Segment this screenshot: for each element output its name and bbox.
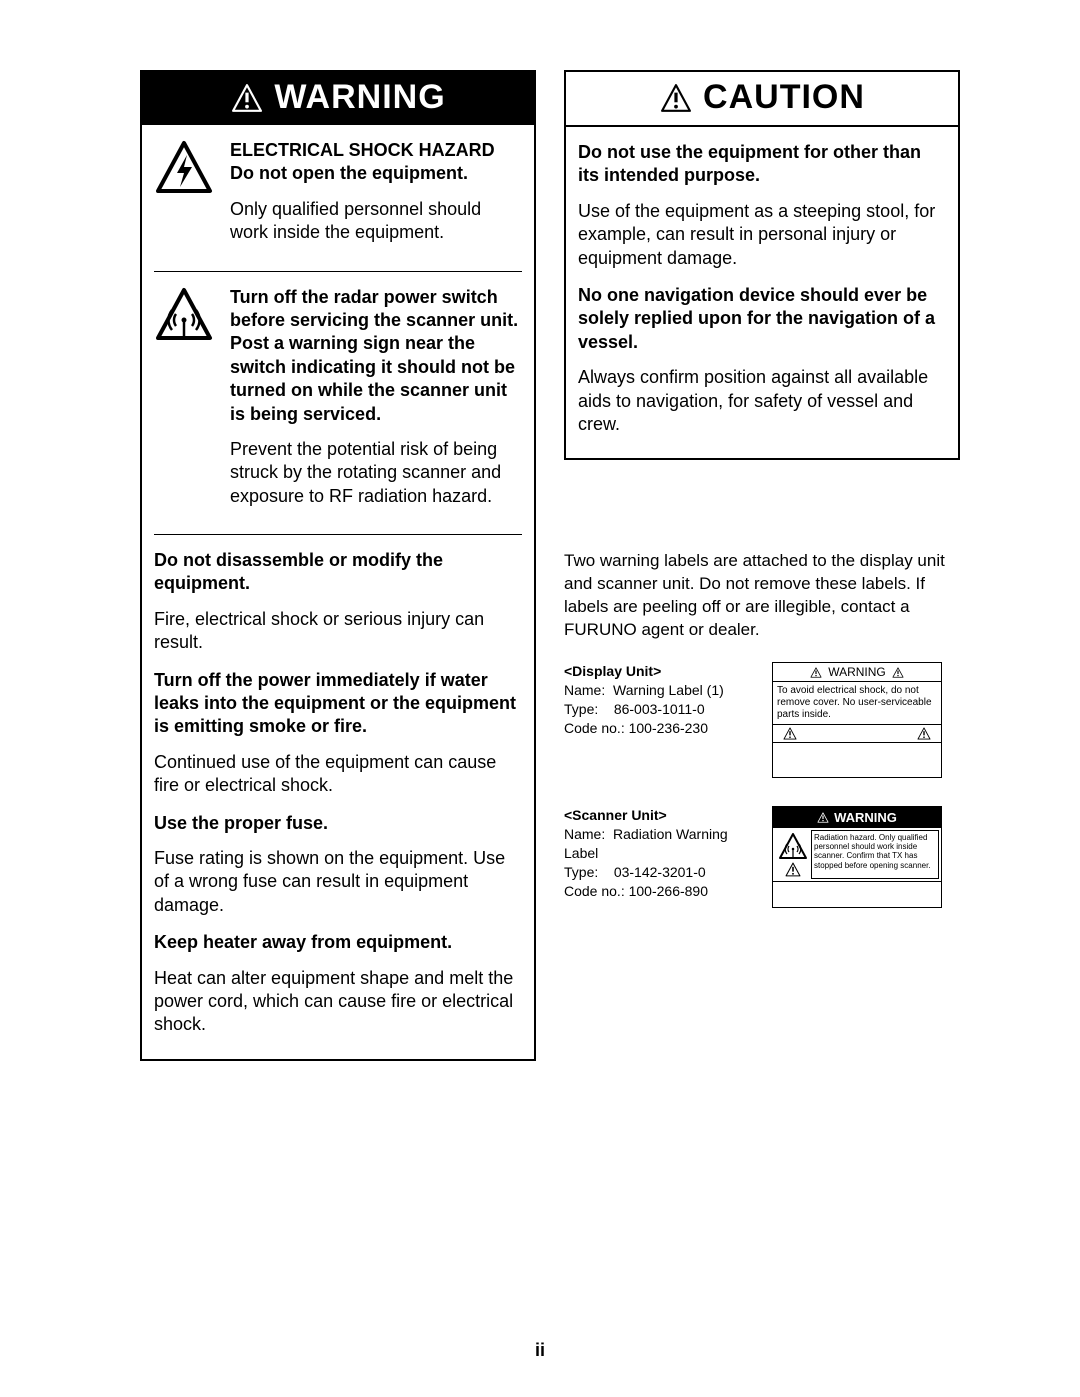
display-code-label: Code no.:: [564, 720, 625, 736]
divider: [154, 534, 522, 535]
scanner-mini-top-text: WARNING: [834, 810, 897, 825]
mini-triangle-icon: [817, 812, 829, 823]
scanner-mini-top: WARNING: [773, 807, 941, 828]
purpose-body: Use of the equipment as a steeping stool…: [578, 200, 946, 270]
mini-triangle-icon: [917, 727, 931, 740]
mini-label-top-text: WARNING: [828, 665, 886, 679]
scanner-mini-blank: [773, 881, 941, 907]
scanner-name-label: Name:: [564, 826, 605, 842]
fuse-bold: Use the proper fuse.: [154, 812, 522, 835]
heater-section: Keep heater away from equipment. Heat ca…: [154, 931, 522, 1037]
shock-heading: ELECTRICAL SHOCK HAZARD: [230, 139, 522, 162]
fuse-section: Use the proper fuse. Fuse rating is show…: [154, 812, 522, 918]
nav-bold: No one navigation device should ever be …: [578, 284, 946, 354]
display-name-label: Name:: [564, 682, 605, 698]
mini-triangle-icon: [810, 667, 822, 678]
warning-banner: WARNING: [142, 72, 534, 125]
right-column: CAUTION Do not use the equipment for oth…: [564, 70, 960, 1061]
caution-banner-text: CAUTION: [703, 78, 865, 117]
purpose-section: Do not use the equipment for other than …: [578, 141, 946, 270]
scanner-code-label: Code no.:: [564, 883, 625, 899]
fuse-body: Fuse rating is shown on the equipment. U…: [154, 847, 522, 917]
scanner-type: 03-142-3201-0: [614, 864, 706, 880]
heater-body: Heat can alter equipment shape and melt …: [154, 967, 522, 1037]
warning-content: ELECTRICAL SHOCK HAZARD Do not open the …: [142, 125, 534, 1059]
caution-triangle-icon: [659, 83, 693, 113]
disassemble-bold: Do not disassemble or modify the equipme…: [154, 549, 522, 596]
scanner-code-row: Code no.: 100-266-890: [564, 882, 754, 901]
display-mini-label: WARNING To avoid electrical shock, do no…: [772, 662, 942, 778]
display-code-row: Code no.: 100-236-230: [564, 719, 754, 738]
display-name-row: Name: Warning Label (1): [564, 681, 754, 700]
display-type: 86-003-1011-0: [614, 701, 705, 717]
display-type-label: Type:: [564, 701, 598, 717]
nav-section: No one navigation device should ever be …: [578, 284, 946, 436]
disassemble-body: Fire, electrical shock or serious injury…: [154, 608, 522, 655]
display-code: 100-236-230: [629, 720, 708, 736]
disassemble-section: Do not disassemble or modify the equipme…: [154, 549, 522, 655]
mini-triangle-icon: [783, 727, 797, 740]
display-header: <Display Unit>: [564, 662, 754, 681]
scanner-type-row: Type: 03-142-3201-0: [564, 863, 754, 882]
shock-body: Only qualified personnel should work ins…: [230, 198, 522, 245]
shock-sub: Do not open the equipment.: [230, 162, 522, 185]
mini-label-mid: To avoid electrical shock, do not remove…: [773, 682, 941, 725]
display-label-block: <Display Unit> Name: Warning Label (1) T…: [564, 662, 960, 778]
heater-bold: Keep heater away from equipment.: [154, 931, 522, 954]
mini-label-icons: [773, 725, 941, 743]
caution-box: CAUTION Do not use the equipment for oth…: [564, 70, 960, 460]
scanner-mini-text: Radiation hazard. Only qualified personn…: [811, 830, 939, 879]
scanner-mini-label: WARNING Radiation hazard. Only qualified…: [772, 806, 942, 908]
page-columns: WARNING ELECTRICAL SHOCK HAZARD Do not o…: [140, 70, 960, 1061]
scanner-code: 100-266-890: [629, 883, 708, 899]
water-body: Continued use of the equipment can cause…: [154, 751, 522, 798]
page-number: ii: [0, 1340, 1080, 1361]
display-name: Warning Label (1): [613, 682, 724, 698]
warning-box: WARNING ELECTRICAL SHOCK HAZARD Do not o…: [140, 70, 536, 1061]
labels-intro: Two warning labels are attached to the d…: [564, 550, 960, 642]
nav-body: Always confirm position against all avai…: [578, 366, 946, 436]
radar-bold: Turn off the radar power switch before s…: [230, 286, 522, 426]
display-label-meta: <Display Unit> Name: Warning Label (1) T…: [564, 662, 754, 738]
purpose-bold: Do not use the equipment for other than …: [578, 141, 946, 188]
caution-banner: CAUTION: [566, 72, 958, 127]
shock-section: ELECTRICAL SHOCK HAZARD Do not open the …: [154, 139, 522, 257]
scanner-label-block: <Scanner Unit> Name: Radiation Warning L…: [564, 806, 960, 908]
radar-section: Turn off the radar power switch before s…: [154, 286, 522, 521]
divider: [154, 271, 522, 272]
caution-content: Do not use the equipment for other than …: [566, 127, 958, 458]
scanner-label-meta: <Scanner Unit> Name: Radiation Warning L…: [564, 806, 754, 900]
rf-hazard-icon: [778, 832, 808, 860]
scanner-mini-body: Radiation hazard. Only qualified personn…: [773, 828, 941, 881]
radar-body: Prevent the potential risk of being stru…: [230, 438, 522, 508]
scanner-header: <Scanner Unit>: [564, 806, 754, 825]
warning-triangle-icon: [230, 83, 264, 113]
left-column: WARNING ELECTRICAL SHOCK HAZARD Do not o…: [140, 70, 536, 1061]
display-type-row: Type: 86-003-1011-0: [564, 700, 754, 719]
mini-label-blank: [773, 743, 941, 777]
mini-triangle-icon: [892, 667, 904, 678]
scanner-type-label: Type:: [564, 864, 598, 880]
water-section: Turn off the power immediately if water …: [154, 669, 522, 798]
mini-triangle-icon: [785, 862, 801, 877]
rf-hazard-icon: [154, 286, 214, 342]
water-bold: Turn off the power immediately if water …: [154, 669, 522, 739]
shock-hazard-icon: [154, 139, 214, 195]
scanner-name-row: Name: Radiation Warning Label: [564, 825, 754, 863]
mini-label-top: WARNING: [773, 663, 941, 682]
warning-banner-text: WARNING: [274, 78, 445, 117]
